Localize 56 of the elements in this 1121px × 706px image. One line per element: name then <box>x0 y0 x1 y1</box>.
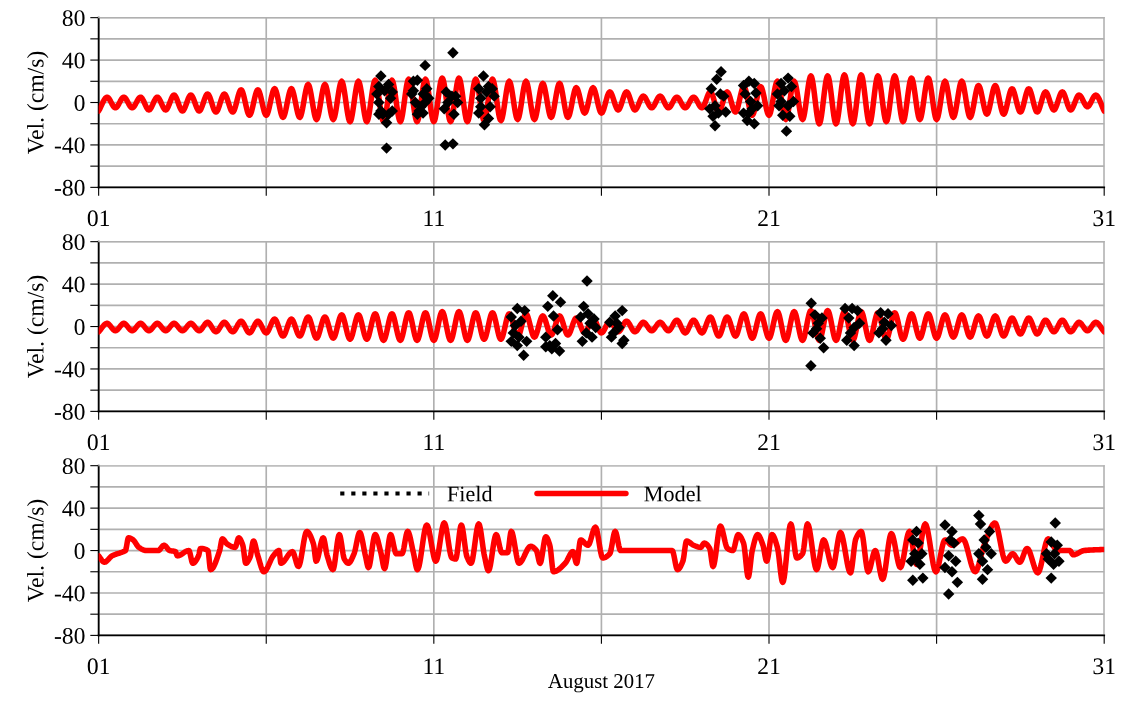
point <box>1053 555 1065 567</box>
y-tick-label: -40 <box>54 585 85 602</box>
y-tick-label: 80 <box>62 458 85 475</box>
x-tick-label: 21 <box>758 210 780 226</box>
point <box>974 518 987 530</box>
point <box>917 572 929 584</box>
point <box>951 576 964 589</box>
y-tick-label: 0 <box>74 319 85 335</box>
x-tick-label: 31 <box>1093 210 1115 227</box>
x-tick-label: 31 <box>1093 658 1115 675</box>
y-tick-label: 40 <box>62 276 85 293</box>
point <box>973 509 985 522</box>
y-tick-label: -80 <box>54 403 85 420</box>
x-tick-label: 01 <box>87 210 110 227</box>
point <box>907 574 919 586</box>
point <box>942 588 955 600</box>
point <box>985 548 997 560</box>
point <box>910 525 923 538</box>
y-tick-label: 0 <box>74 543 85 559</box>
x-axis-title: August 2017 <box>548 674 655 693</box>
point <box>939 519 951 531</box>
x-tick-label: 01 <box>87 658 110 675</box>
y-axis-title: Vel. (cm/s) <box>27 51 49 155</box>
point <box>946 525 958 538</box>
x-tick-label: 21 <box>758 658 780 675</box>
point <box>948 537 960 549</box>
y-tick-label: 80 <box>62 10 85 27</box>
x-tick-label: 31 <box>1093 434 1115 451</box>
y-axis-title: Vel. (cm/s) <box>27 499 49 603</box>
x-tick-label: 11 <box>424 210 444 226</box>
point <box>946 566 958 578</box>
y-tick-label: 40 <box>62 52 85 69</box>
y-tick-label: -80 <box>54 179 85 196</box>
point <box>949 555 962 567</box>
point <box>976 555 989 567</box>
y-tick-label: 0 <box>74 95 85 111</box>
point <box>1051 539 1063 551</box>
legend-label: Model <box>644 485 702 502</box>
point <box>1045 572 1057 584</box>
point <box>1049 517 1061 529</box>
y-tick-label: 80 <box>62 234 85 251</box>
y-tick-label: -40 <box>54 361 85 378</box>
x-tick-label: 21 <box>758 434 780 450</box>
y-tick-label: 40 <box>62 500 85 517</box>
x-tick-label: 01 <box>87 434 110 451</box>
point <box>976 573 989 585</box>
legend-label: Field <box>447 485 493 502</box>
y-axis-title: Vel. (cm/s) <box>27 275 49 379</box>
point <box>981 563 994 576</box>
x-tick-label: 11 <box>424 434 444 450</box>
point <box>942 550 955 562</box>
x-tick-label: 11 <box>424 658 444 675</box>
y-tick-label: -80 <box>54 627 85 644</box>
point <box>939 561 951 574</box>
y-tick-label: -40 <box>54 137 85 154</box>
point <box>983 525 996 538</box>
